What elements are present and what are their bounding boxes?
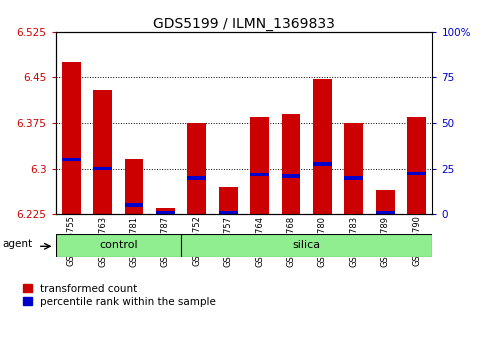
Bar [156,208,175,214]
Bar [344,123,363,214]
Bar [56,234,181,257]
Text: control: control [99,240,138,250]
Bar [282,114,300,214]
Bar [125,203,143,207]
Bar [313,162,332,166]
Text: agent: agent [3,239,33,249]
Bar [181,234,432,257]
Bar [219,211,238,214]
Bar [62,62,81,214]
Bar [156,211,175,214]
Bar [376,211,395,214]
Bar [187,123,206,214]
Bar [62,158,81,161]
Bar [282,174,300,178]
Title: GDS5199 / ILMN_1369833: GDS5199 / ILMN_1369833 [153,17,335,31]
Bar [250,173,269,177]
Bar [407,172,426,175]
Bar [407,117,426,214]
Legend: transformed count, percentile rank within the sample: transformed count, percentile rank withi… [19,280,220,311]
Bar [344,177,363,180]
Bar [125,159,143,214]
Bar [250,117,269,214]
Bar [219,187,238,214]
Bar [93,90,112,214]
Bar [93,167,112,170]
Text: silica: silica [293,240,321,250]
Bar [376,190,395,214]
Bar [187,176,206,179]
Bar [313,79,332,214]
